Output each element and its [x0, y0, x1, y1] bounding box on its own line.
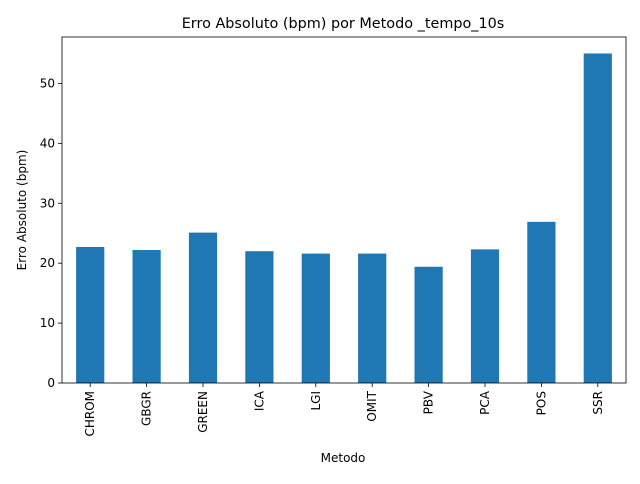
bar-ssr	[583, 53, 612, 383]
bar-pca	[470, 249, 500, 383]
bar-pos	[527, 221, 556, 383]
x-tick-label: PBV	[422, 390, 436, 414]
y-axis-ticks: 0 10 20 30 40 50	[40, 76, 62, 390]
x-tick-label: GBGR	[140, 391, 154, 426]
bars-layer	[76, 53, 612, 383]
bar-green	[188, 232, 218, 383]
bar-chrom	[76, 246, 105, 383]
x-tick-label: ICA	[252, 390, 266, 411]
x-tick-label: LGI	[309, 391, 323, 411]
x-tick-label: GREEN	[196, 391, 210, 433]
y-axis-label: Erro Absoluto (bpm)	[15, 150, 29, 271]
y-tick-label: 10	[40, 316, 55, 330]
bar-pbv	[414, 266, 443, 383]
y-tick-label: 50	[40, 76, 55, 90]
x-tick-label: OMIT	[365, 390, 379, 421]
y-tick-label: 40	[40, 136, 55, 150]
y-tick-label: 0	[47, 376, 55, 390]
plot-frame	[61, 36, 627, 384]
x-tick-label: SSR	[591, 391, 605, 415]
x-axis-label: Metodo	[321, 451, 366, 465]
bar-lgi	[301, 253, 330, 383]
bar-omit	[358, 253, 387, 383]
x-tick-label: PCA	[478, 390, 492, 415]
y-tick-label: 20	[40, 256, 55, 270]
y-tick-label: 30	[40, 196, 55, 210]
bar-gbgr	[132, 249, 161, 383]
x-tick-label: CHROM	[83, 391, 97, 437]
chart-title: Erro Absoluto (bpm) por Metodo _tempo_10…	[182, 16, 505, 32]
bar-ica	[245, 251, 274, 383]
x-tick-label: POS	[534, 391, 548, 415]
x-axis-ticks: CHROM GBGR GREEN ICA LGI OMIT PBV PCA POS SSR	[83, 383, 605, 437]
